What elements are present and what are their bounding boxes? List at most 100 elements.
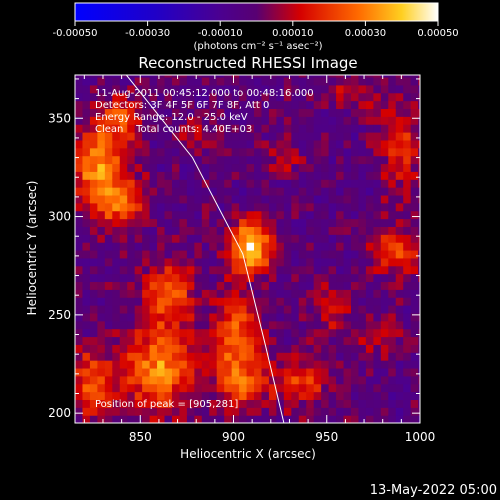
heatmap-cell — [201, 116, 210, 125]
heatmap-cell — [291, 289, 300, 298]
heatmap-cell — [82, 297, 91, 306]
heatmap-cell — [89, 375, 98, 385]
heatmap-cell — [104, 336, 113, 345]
heatmap-cell — [358, 226, 367, 235]
heatmap-cell — [112, 328, 121, 338]
heatmap-cell — [388, 407, 397, 416]
heatmap-cell — [82, 155, 91, 165]
heatmap-cell — [194, 139, 203, 149]
heatmap-cell — [321, 360, 330, 369]
heatmap-cell — [239, 289, 248, 298]
heatmap-cell — [306, 76, 315, 86]
heatmap-cell — [246, 305, 255, 314]
heatmap-cell — [365, 234, 374, 243]
heatmap-cell — [239, 116, 248, 125]
heatmap-cell — [164, 132, 173, 141]
heatmap-cell — [395, 391, 404, 400]
heatmap-cell — [216, 108, 225, 117]
heatmap-cell — [388, 328, 397, 338]
heatmap-cell — [171, 328, 181, 338]
heatmap-cell — [239, 187, 248, 196]
heatmap-cell — [134, 305, 143, 314]
heatmap-cell — [89, 242, 98, 251]
heatmap-cell — [164, 84, 173, 94]
heatmap-cell — [298, 147, 307, 157]
heatmap-cell — [157, 336, 166, 345]
heatmap-cell — [268, 210, 278, 220]
heatmap-cell — [276, 234, 285, 243]
heatmap-cell — [358, 320, 367, 330]
heatmap-cell — [313, 124, 322, 133]
heatmap-cell — [358, 84, 367, 94]
heatmap-cell — [358, 257, 367, 267]
heatmap-cell — [388, 344, 397, 353]
heatmap-cell — [291, 375, 300, 385]
heatmap-cell — [201, 383, 210, 393]
heatmap-cell — [343, 76, 352, 86]
heatmap-cell — [149, 108, 158, 117]
heatmap-cell — [171, 218, 181, 227]
heatmap-cell — [216, 202, 225, 212]
heatmap-cell — [127, 100, 136, 110]
heatmap-cell — [343, 375, 352, 385]
heatmap-cell — [298, 202, 307, 212]
heatmap-cell — [328, 187, 337, 196]
heatmap-cell — [403, 305, 412, 314]
heatmap-cell — [134, 265, 143, 275]
heatmap-cell — [313, 234, 322, 243]
heatmap-cell — [179, 391, 188, 400]
heatmap-cell — [127, 312, 136, 322]
heatmap-cell — [321, 76, 330, 86]
heatmap-cell — [104, 383, 113, 393]
heatmap-cell — [373, 100, 382, 110]
heatmap-cell — [321, 336, 330, 345]
heatmap-cell — [89, 84, 98, 94]
heatmap-cell — [298, 179, 307, 188]
heatmap-cell — [209, 415, 218, 423]
heatmap-cell — [82, 336, 91, 345]
heatmap-cell — [343, 344, 352, 353]
heatmap-cell — [186, 289, 195, 298]
heatmap-cell — [127, 139, 136, 149]
heatmap-cell — [373, 328, 382, 338]
heatmap-cell — [239, 171, 248, 180]
heatmap-cell — [104, 391, 113, 400]
heatmap-cell — [164, 367, 173, 377]
heatmap-cell — [380, 155, 389, 165]
heatmap-cell — [291, 187, 300, 196]
heatmap-cell — [358, 179, 367, 188]
heatmap-cell — [231, 273, 240, 283]
heatmap-cell — [343, 257, 352, 267]
heatmap-cell — [336, 265, 345, 275]
heatmap-cell — [127, 383, 136, 393]
heatmap-cell — [127, 218, 136, 227]
heatmap-cell — [224, 116, 233, 125]
heatmap-cell — [82, 257, 91, 267]
heatmap-cell — [321, 367, 330, 377]
heatmap-cell — [298, 108, 307, 117]
heatmap-cell — [373, 218, 382, 227]
heatmap-cell — [283, 312, 292, 322]
heatmap-cell — [82, 305, 91, 314]
heatmap-cell — [134, 75, 143, 78]
heatmap-cell — [119, 344, 128, 353]
heatmap-cell — [149, 312, 158, 322]
heatmap-cell — [306, 249, 315, 259]
heatmap-cell — [268, 257, 278, 267]
heatmap-cell — [186, 84, 195, 94]
heatmap-cell — [388, 289, 397, 298]
heatmap-cell — [157, 360, 166, 369]
heatmap-cell — [380, 352, 389, 361]
heatmap-cell — [365, 289, 374, 298]
heatmap-cell — [321, 375, 330, 385]
heatmap-cell — [119, 179, 128, 188]
heatmap-cell — [358, 100, 367, 110]
heatmap-cell — [75, 407, 84, 416]
heatmap-cell — [194, 305, 203, 314]
heatmap-cell — [216, 242, 225, 251]
heatmap-cell — [157, 305, 166, 314]
heatmap-cell — [224, 194, 233, 204]
heatmap-cell — [209, 210, 218, 220]
heatmap-cell — [201, 328, 210, 338]
heatmap-cell — [254, 210, 263, 220]
